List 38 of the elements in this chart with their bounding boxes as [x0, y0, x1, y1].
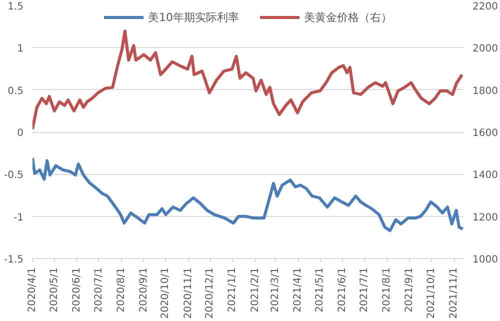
y-tick-label: 1	[17, 44, 24, 55]
x-tick-label: 2021/5/1	[314, 267, 326, 312]
x-tick-label: 2021/9/1	[404, 267, 416, 312]
y2-tick-label: 1600	[472, 128, 498, 139]
x-tick-label: 2020/9/1	[138, 267, 150, 312]
x-tick-label: 2020/11/1	[182, 267, 194, 319]
x-tick-label: 2020/6/1	[71, 267, 82, 312]
y-tick-label: -1	[14, 212, 24, 224]
x-tick-label: 2021/1/1	[227, 267, 238, 312]
y-tick-label: -1.5	[4, 254, 24, 266]
x-tick-label: 2021/3/1	[270, 267, 282, 312]
y2-tick-label: 1400	[472, 170, 498, 182]
x-tick-label: 2021/7/1	[358, 267, 370, 312]
y-tick-label: 0	[17, 128, 24, 139]
x-tick-label: 2021/11/1	[448, 267, 460, 319]
x-tick-label: 2020/7/1	[93, 267, 104, 312]
y2-tick-label: 2200	[472, 2, 498, 12]
x-tick-label: 2021/10/1	[426, 267, 437, 319]
x-tick-label: 2020/12/1	[204, 267, 216, 319]
line-series	[32, 30, 464, 131]
x-tick-label: 2021/6/1	[337, 267, 348, 312]
legend-label: 美10年期实际利率	[148, 10, 239, 24]
x-tick-label: 2020/10/1	[160, 267, 172, 319]
y2-tick-label: 2000	[472, 44, 498, 55]
line-series	[32, 156, 464, 232]
legend-label: 美黄金价格（右）	[304, 10, 392, 24]
y-tick-label: -0.5	[4, 170, 24, 182]
x-tick-label: 2021/4/1	[292, 267, 304, 312]
x-tick-label: 2021/2/1	[250, 267, 261, 312]
x-tick-label: 2020/8/1	[116, 267, 127, 312]
y-tick-label: 1.5	[8, 2, 24, 12]
y2-tick-label: 1200	[472, 212, 498, 224]
y2-tick-label: 1000	[472, 254, 498, 266]
y2-tick-label: 1800	[472, 86, 498, 97]
x-tick-label: 2020/5/1	[48, 267, 60, 312]
y-tick-label: 0.5	[8, 86, 24, 97]
x-tick-label: 2021/8/1	[382, 267, 393, 312]
x-tick-label: 2020/4/1	[27, 267, 38, 312]
